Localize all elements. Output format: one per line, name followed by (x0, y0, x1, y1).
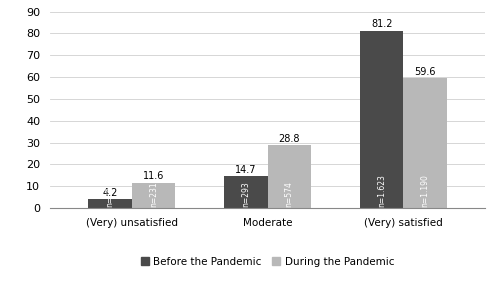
Text: n=231: n=231 (149, 182, 158, 208)
Bar (88, 199, 132, 208)
Text: n=574: n=574 (285, 181, 294, 208)
Bar (404, 78, 447, 208)
Text: n=293: n=293 (241, 182, 250, 208)
Text: 28.8: 28.8 (278, 134, 300, 144)
Text: n=84: n=84 (106, 187, 114, 208)
Text: n=1.623: n=1.623 (377, 175, 386, 208)
Bar (132, 183, 175, 208)
Legend: Before the Pandemic, During the Pandemic: Before the Pandemic, During the Pandemic (141, 257, 394, 266)
Text: 4.2: 4.2 (102, 188, 118, 198)
Text: 14.7: 14.7 (235, 165, 256, 175)
Bar (268, 145, 311, 208)
Text: 59.6: 59.6 (414, 67, 436, 77)
Bar (224, 176, 268, 208)
Text: 11.6: 11.6 (142, 171, 164, 181)
Text: n=1.190: n=1.190 (420, 175, 430, 208)
Bar (360, 31, 404, 208)
Text: 81.2: 81.2 (371, 19, 392, 29)
